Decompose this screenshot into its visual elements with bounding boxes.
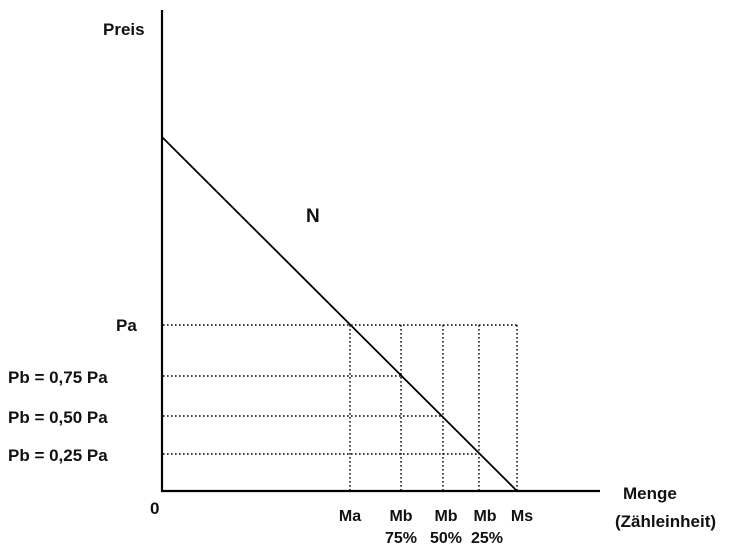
x-axis-label: Menge: [623, 484, 677, 503]
quantity-label-mb25: Mb: [473, 508, 496, 525]
origin-label: 0: [150, 499, 159, 518]
quantity-sublabel-mb75: 75%: [385, 530, 417, 547]
curve-label: N: [306, 206, 320, 227]
demand-curve: [161, 136, 518, 492]
x-axis-unit-label: (Zähleinheit): [615, 512, 716, 531]
quantity-label-mb50: Mb: [434, 508, 457, 525]
y-axis-label: Preis: [103, 20, 145, 39]
quantity-label-ms: Ms: [511, 508, 533, 525]
quantity-sublabel-mb25: 25%: [471, 530, 503, 547]
price-label-pa: Pa: [116, 316, 137, 335]
quantity-label-ma: Ma: [339, 508, 361, 525]
price-label-pb25: Pb = 0,25 Pa: [8, 446, 108, 465]
price-label-pb50: Pb = 0,50 Pa: [8, 408, 108, 427]
quantity-label-mb75: Mb: [389, 508, 412, 525]
price-label-pb75: Pb = 0,75 Pa: [8, 368, 108, 387]
quantity-sublabel-mb50: 50%: [430, 530, 462, 547]
